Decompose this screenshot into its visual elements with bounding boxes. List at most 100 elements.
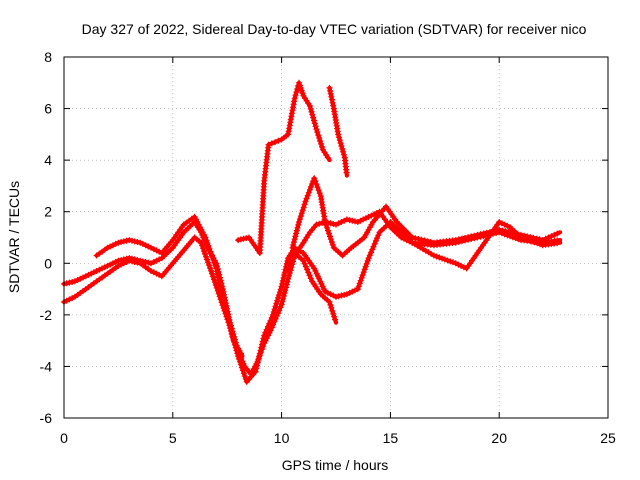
- data-point-marker: [280, 295, 287, 302]
- data-point-marker: [115, 239, 122, 246]
- data-point-marker: [236, 356, 242, 362]
- data-point-marker: [305, 189, 312, 196]
- data-point-marker: [110, 260, 116, 267]
- data-point-marker: [421, 237, 428, 244]
- data-point-marker: [452, 260, 459, 267]
- data-point-marker: [398, 234, 405, 241]
- data-point-marker: [304, 192, 311, 199]
- data-point-marker: [277, 286, 284, 293]
- data-point-marker: [282, 287, 289, 294]
- data-point-marker: [339, 145, 346, 152]
- data-point-marker: [455, 261, 462, 268]
- data-point-marker: [210, 276, 217, 283]
- data-point-marker: [204, 256, 210, 263]
- data-point-marker: [225, 316, 232, 323]
- data-point-marker: [369, 246, 376, 253]
- data-point-marker: [313, 126, 320, 133]
- data-point-marker: [218, 286, 225, 293]
- data-point-marker: [490, 228, 496, 235]
- data-point-marker: [271, 306, 278, 313]
- data-point-marker: [447, 258, 454, 265]
- data-point-marker: [134, 239, 141, 245]
- data-point-marker: [504, 222, 511, 229]
- data-point-marker: [300, 257, 307, 264]
- data-point-marker: [298, 210, 305, 217]
- data-point-marker: [374, 235, 381, 242]
- plot-frame: [63, 56, 609, 419]
- data-point-marker: [335, 131, 342, 138]
- data-point-marker: [275, 310, 281, 317]
- data-point-marker: [304, 266, 311, 273]
- tick-labels: 0 5 10 15 20 25 -6 -4 -2 0 2 4 6 8: [40, 49, 616, 446]
- data-point-marker: [306, 272, 313, 279]
- data-point-marker: [279, 298, 286, 305]
- data-point-marker: [324, 154, 331, 161]
- data-point-marker: [268, 324, 275, 331]
- data-point-marker: [343, 291, 350, 298]
- data-point-marker: [209, 273, 216, 280]
- data-point-marker: [295, 221, 302, 228]
- data-point-marker: [498, 220, 505, 227]
- data-point-marker: [316, 190, 323, 197]
- data-point-marker: [324, 224, 331, 231]
- data-point-marker: [294, 86, 301, 92]
- data-point-marker: [323, 221, 330, 228]
- data-point-marker: [338, 219, 345, 225]
- data-point-marker: [455, 236, 462, 243]
- data-point-marker: [409, 234, 416, 241]
- data-point-marker: [238, 350, 244, 357]
- data-point-marker: [365, 255, 372, 262]
- data-point-marker: [452, 237, 459, 244]
- data-point-marker: [101, 264, 108, 271]
- data-point-marker: [450, 259, 456, 266]
- data-point-marker: [460, 264, 467, 271]
- data-point-marker: [270, 309, 277, 315]
- data-point-marker: [328, 304, 335, 311]
- data-point-marker: [267, 327, 274, 334]
- data-point-marker: [150, 246, 157, 253]
- data-point-marker: [123, 259, 130, 265]
- data-point-marker: [375, 232, 382, 239]
- data-point-marker: [545, 234, 552, 241]
- data-point-marker: [107, 261, 114, 268]
- data-point-marker: [534, 240, 541, 247]
- data-point-marker: [318, 140, 325, 147]
- data-point-marker: [338, 143, 345, 149]
- data-point-marker: [219, 292, 226, 299]
- data-point-marker: [312, 123, 319, 130]
- data-point-marker: [202, 234, 209, 241]
- data-point-marker: [253, 362, 260, 369]
- data-point-marker: [93, 268, 100, 274]
- data-point-marker: [307, 105, 314, 112]
- data-point-marker: [330, 292, 337, 299]
- data-point-marker: [80, 274, 86, 281]
- y-tick-label: 2: [44, 204, 52, 220]
- series-track-4: [235, 79, 332, 256]
- data-point-marker: [314, 184, 321, 191]
- data-point-marker: [308, 108, 315, 115]
- data-point-marker: [512, 235, 519, 242]
- data-point-marker: [74, 277, 81, 283]
- data-point-marker: [261, 332, 268, 339]
- data-point-marker: [220, 295, 227, 302]
- data-point-marker: [213, 284, 220, 291]
- data-point-marker: [349, 288, 356, 295]
- data-point-marker: [427, 238, 434, 245]
- data-point-marker: [226, 319, 233, 326]
- data-point-marker: [145, 243, 152, 250]
- data-point-marker: [203, 237, 210, 244]
- data-point-marker: [213, 265, 220, 272]
- data-point-marker: [436, 254, 443, 261]
- data-point-marker: [305, 269, 312, 276]
- data-point-marker: [357, 217, 364, 224]
- series-track-7: [289, 175, 563, 259]
- data-point-marker: [358, 274, 365, 281]
- data-point-marker: [296, 219, 302, 225]
- data-point-marker: [307, 275, 314, 282]
- data-point-marker: [272, 303, 279, 310]
- data-point-marker: [211, 279, 218, 286]
- data-point-marker: [104, 244, 111, 251]
- data-point-marker: [129, 237, 135, 244]
- data-point-marker: [134, 259, 141, 266]
- data-point-marker: [224, 313, 231, 320]
